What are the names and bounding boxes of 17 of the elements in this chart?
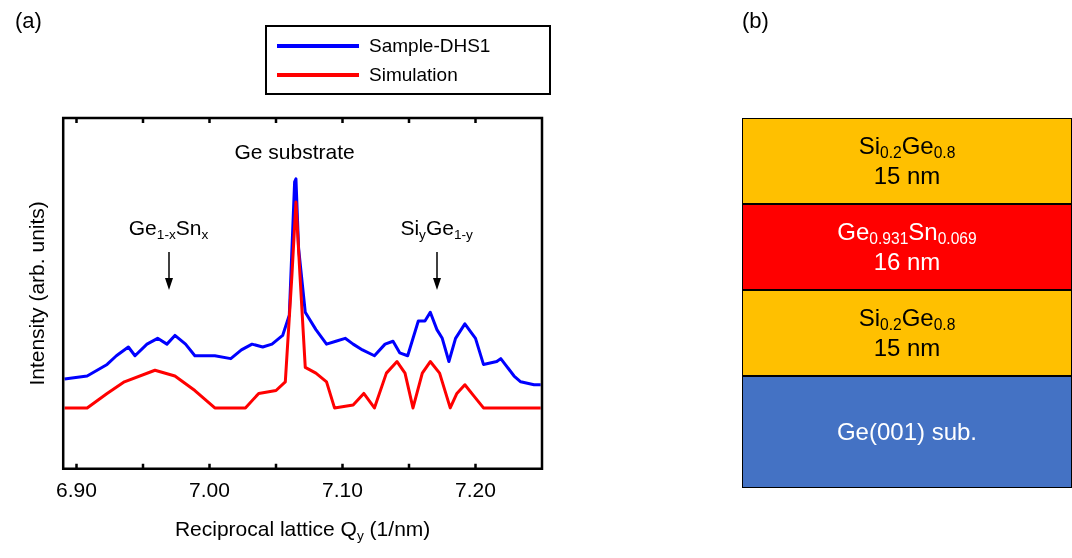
x-axis-title: Reciprocal lattice Q$_{y}$ (1/nm) (174, 517, 431, 543)
chart-title: (a) (15, 8, 42, 34)
x-tick-label: 6.90 (56, 478, 97, 502)
y-axis-title: Intensity (arb. units) (25, 201, 49, 386)
x-tick-label: 7.20 (455, 478, 496, 502)
layer-block: Ge(001) sub. (742, 376, 1072, 488)
legend-label: Sample-DHS1 (369, 34, 492, 57)
annotation: Si$_{y}$Ge$_{1-y}$ (400, 216, 473, 243)
x-tick-label: 7.00 (189, 478, 230, 502)
x-tick-label: 7.10 (322, 478, 363, 502)
layer-block: Si$_{0.2}$Ge$_{0.8}$ 15 nm (742, 118, 1072, 204)
layer-block: Ge$_{0.931}$Sn$_{0.069}$ 16 nm (742, 204, 1072, 290)
legend-label: Simulation (369, 63, 459, 86)
annotation: Ge substrate (234, 139, 355, 163)
annotation: Ge$_{1-x}$Sn$_{x}$ (128, 216, 209, 243)
text: (b) (742, 8, 769, 34)
layer-block: Si$_{0.2}$Ge$_{0.8}$ 15 nm (742, 290, 1072, 376)
